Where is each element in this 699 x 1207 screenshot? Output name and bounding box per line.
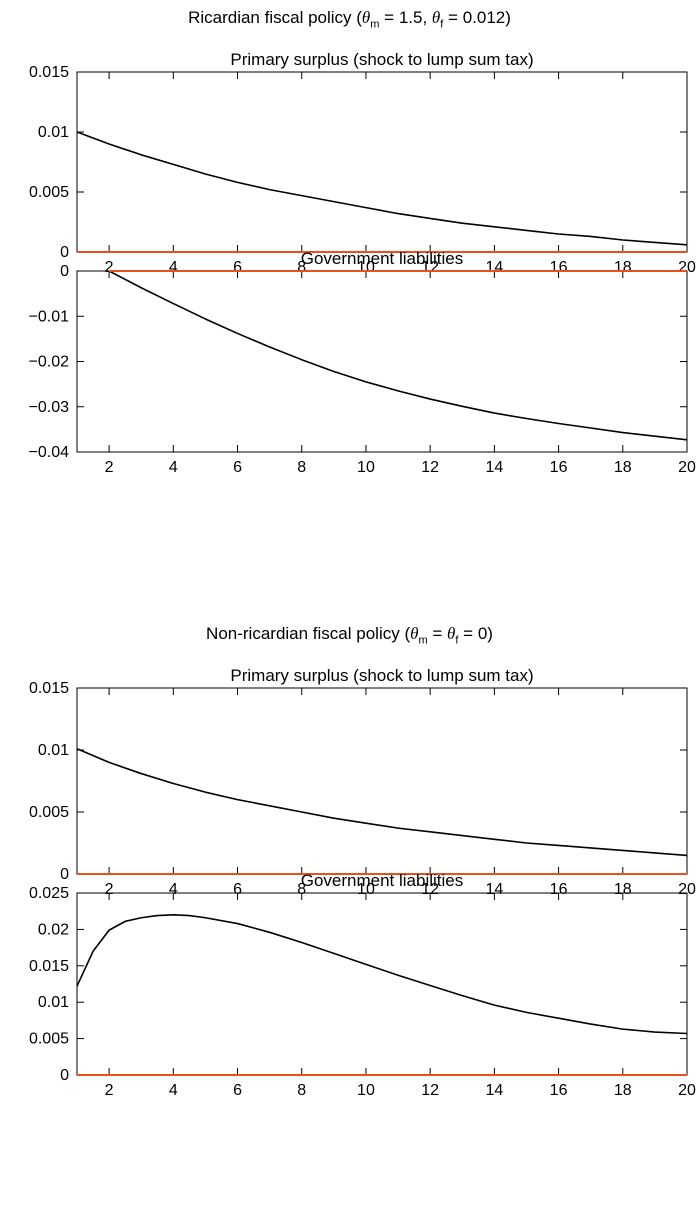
panel-4-xtick-label: 18 xyxy=(614,1082,632,1099)
panel-3-xtick-label: 4 xyxy=(169,881,178,898)
panel-4-ytick-label: 0.025 xyxy=(29,885,69,902)
panel-2-ytick-label: −0.01 xyxy=(29,308,70,325)
panel-4-ytick-label: 0.01 xyxy=(38,994,69,1011)
panel-2-xtick-label: 12 xyxy=(421,459,439,476)
panel-1-ytick-label: 0 xyxy=(60,244,69,261)
panel-4-xtick-label: 14 xyxy=(485,1082,503,1099)
panel-4-xtick-label: 2 xyxy=(105,1082,114,1099)
panel-2-response-line xyxy=(108,270,688,441)
panel-1-response-line xyxy=(76,131,688,246)
panel-3-xtick-label: 12 xyxy=(421,881,439,898)
panel-4-ytick-label: 0.015 xyxy=(29,958,69,975)
panel-1-ytick-label: 0.015 xyxy=(29,64,69,81)
panel-4-xtick-label: 20 xyxy=(678,1082,696,1099)
panel-2-xtick-label: 2 xyxy=(105,459,114,476)
panel-4-ytick-label: 0 xyxy=(60,1067,69,1084)
panel-2-xtick-label: 10 xyxy=(357,459,375,476)
panel-1-xtick-label: 6 xyxy=(233,259,242,276)
panel-2-xtick-label: 20 xyxy=(678,459,696,476)
panel-2-xtick-label: 14 xyxy=(485,459,503,476)
panel-3-title: Primary surplus (shock to lump sum tax) xyxy=(230,666,533,685)
panel-3-frame xyxy=(76,687,688,875)
panel-2-ytick-label: 0 xyxy=(60,263,69,280)
panel-2-xtick-label: 6 xyxy=(233,459,242,476)
panel-3-ytick-label: 0.01 xyxy=(38,742,69,759)
panel-2-frame xyxy=(76,270,688,453)
panel-4-xtick-label: 4 xyxy=(169,1082,178,1099)
panel-4-xtick-label: 6 xyxy=(233,1082,242,1099)
panel-3-ytick-label: 0.015 xyxy=(29,680,69,697)
panel-2-title: Government liabilities xyxy=(301,249,464,268)
panel-3-xtick-label: 14 xyxy=(485,881,503,898)
panel-3-xtick-label: 8 xyxy=(297,881,306,898)
panel-3-xtick-label: 16 xyxy=(550,881,568,898)
panel-2-xtick-label: 18 xyxy=(614,459,632,476)
panel-4-ytick-label: 0.005 xyxy=(29,1031,69,1048)
panel-3-response-line xyxy=(76,748,688,857)
panel-4-title: Government liabilities xyxy=(301,871,464,890)
panel-3-xtick-label: 2 xyxy=(105,881,114,898)
panel-3-xtick-label: 6 xyxy=(233,881,242,898)
panel-1-xtick-label: 4 xyxy=(169,259,178,276)
panel-1-ytick-label: 0.005 xyxy=(29,184,69,201)
panel-3-ytick-label: 0 xyxy=(60,866,69,883)
panel-1-frame xyxy=(76,71,688,253)
panel-2-xtick-label: 16 xyxy=(550,459,568,476)
panel-3-xtick-label: 18 xyxy=(614,881,632,898)
panel-3-xtick-label: 20 xyxy=(678,881,696,898)
panel-4-response-line xyxy=(76,914,688,1035)
panel-2-ytick-label: −0.04 xyxy=(29,444,70,461)
panel-2-xtick-label: 4 xyxy=(169,459,178,476)
panel-1-xtick-label: 8 xyxy=(297,259,306,276)
panel-1-xtick-label: 2 xyxy=(105,259,114,276)
panel-3-ytick-label: 0.005 xyxy=(29,804,69,821)
panel-4-xtick-label: 10 xyxy=(357,1082,375,1099)
panel-4-xtick-label: 8 xyxy=(297,1082,306,1099)
panel-4-frame xyxy=(76,892,688,1076)
section-title-non-ricardian: Non-ricardian fiscal policy (θm = θf = 0… xyxy=(206,624,493,647)
panel-1-ytick-label: 0.01 xyxy=(38,124,69,141)
panel-4-xtick-label: 12 xyxy=(421,1082,439,1099)
panel-3-xtick-label: 10 xyxy=(357,881,375,898)
panel-4-xtick-label: 16 xyxy=(550,1082,568,1099)
panel-4-ytick-label: 0.02 xyxy=(38,921,69,938)
panel-2-ytick-label: −0.03 xyxy=(29,399,70,416)
panel-2-ytick-label: −0.02 xyxy=(29,354,70,371)
panel-2-xtick-label: 8 xyxy=(297,459,306,476)
panel-1-title: Primary surplus (shock to lump sum tax) xyxy=(230,50,533,69)
section-title-ricardian: Ricardian fiscal policy (θm = 1.5, θf = … xyxy=(188,8,511,31)
